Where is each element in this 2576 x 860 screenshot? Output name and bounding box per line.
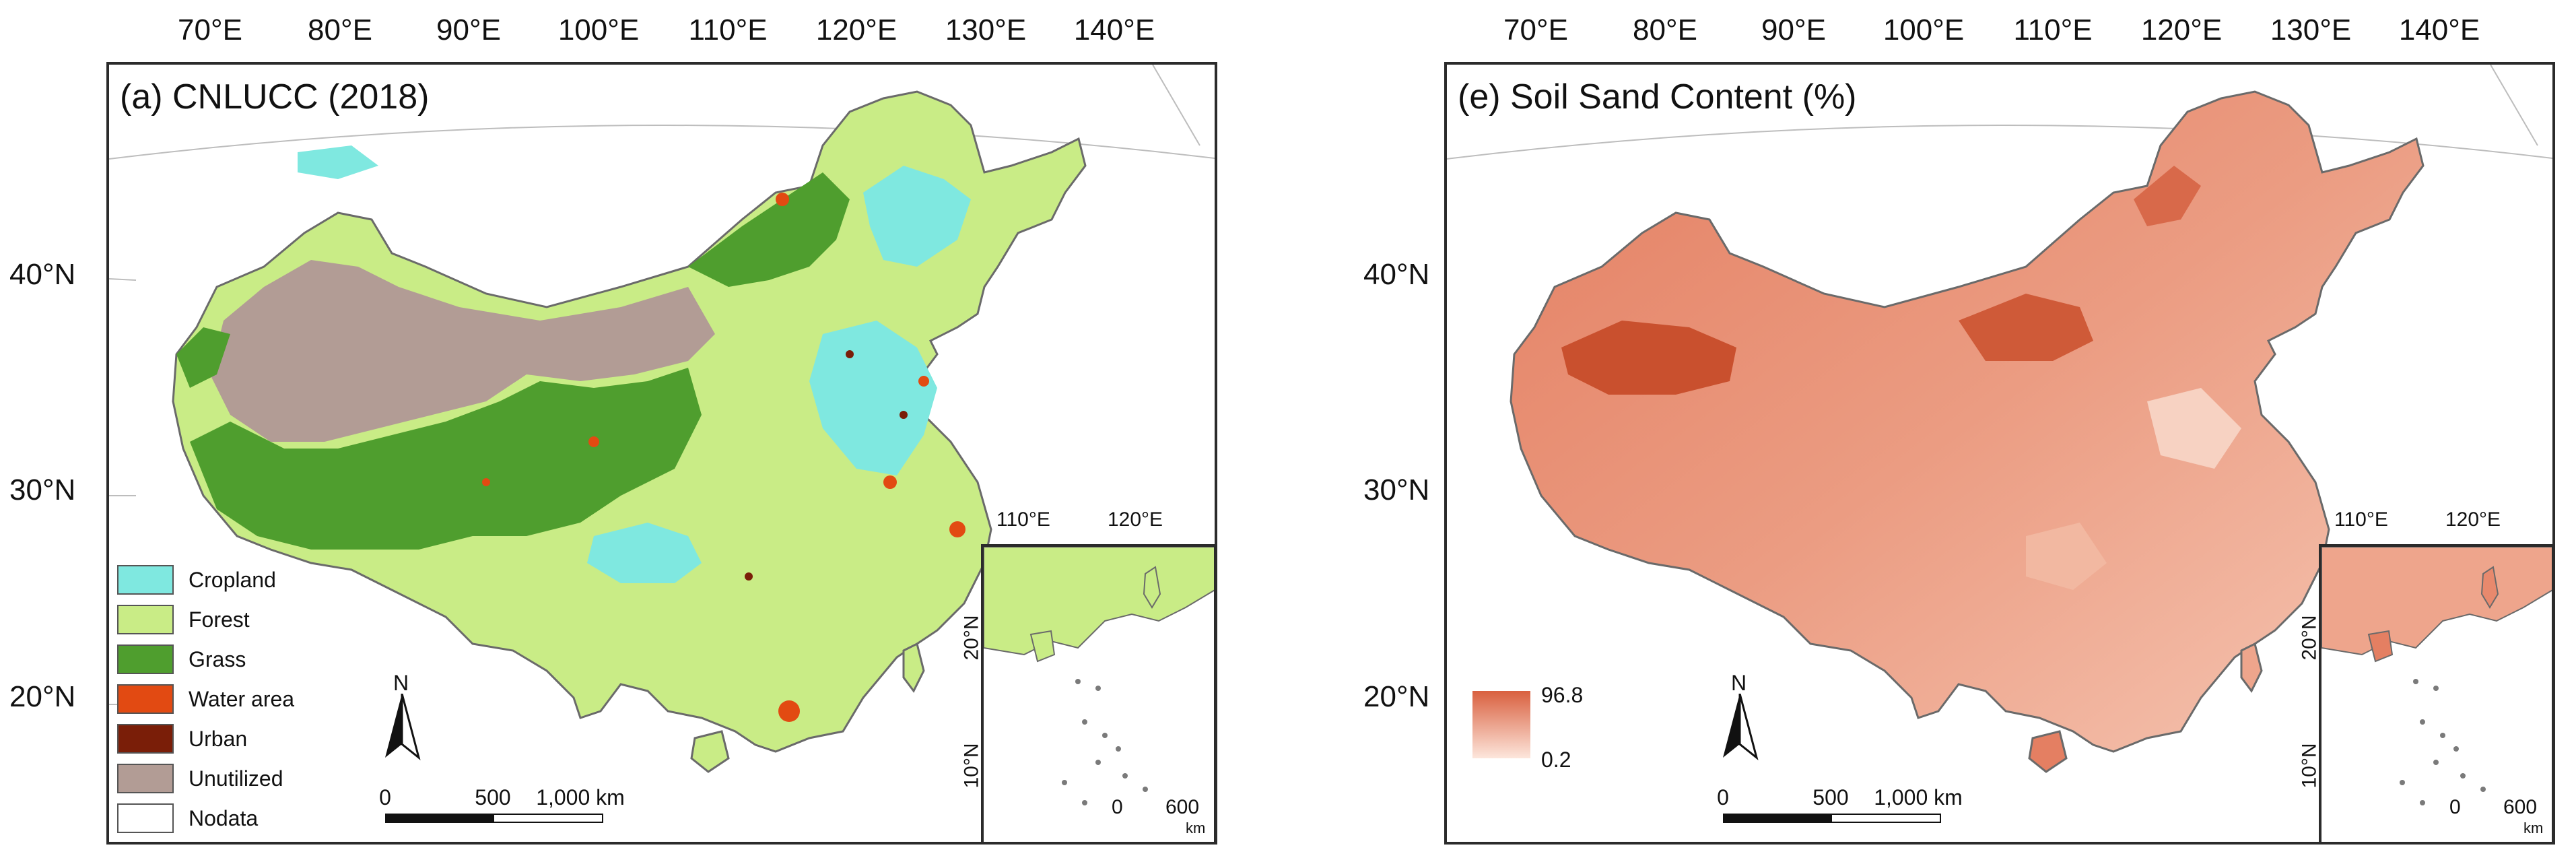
panel-land-use: 70°E 80°E 90°E 100°E 110°E 120°E 130°E 1…	[9, 13, 1217, 845]
inset-lat-tick: 20°N	[2298, 615, 2321, 661]
inset-scale-label: km	[2523, 820, 2544, 836]
legend-item: Nodata	[117, 801, 258, 835]
legend-item: Grass	[117, 642, 246, 676]
legend-label: Urban	[189, 726, 248, 751]
lat-tick: 40°N	[1363, 258, 1430, 291]
legend-label: Water area	[189, 686, 295, 711]
legend-swatch	[117, 803, 174, 833]
inset-lon-tick: 120°E	[2445, 508, 2501, 531]
inset-lon-tick: 120°E	[1108, 508, 1163, 531]
lon-tick: 130°E	[2270, 13, 2352, 46]
legend-swatch	[117, 764, 174, 793]
north-arrow: N	[1716, 671, 1763, 761]
south-china-sea-inset: 0 600 km	[981, 544, 1215, 842]
south-china-sea-inset: 0 600 km	[2319, 544, 2552, 842]
legend-label: Cropland	[189, 567, 276, 592]
inset-map	[2321, 547, 2552, 805]
china-sand-content	[1510, 90, 2425, 753]
legend-swatch	[117, 605, 174, 634]
inset-lat-tick: 20°N	[960, 615, 983, 661]
scale-segment	[385, 814, 493, 823]
colorbar-min-label: 0.2	[1541, 748, 1571, 772]
colorbar	[1472, 691, 1530, 758]
lon-tick: 120°E	[2140, 13, 2223, 46]
legend-swatch	[117, 644, 174, 674]
legend-swatch	[117, 684, 174, 714]
map-frame: (e) Soil Sand Content (%) 96.8 0.2 N 0 5…	[1444, 62, 2555, 845]
lon-tick: 90°E	[1761, 13, 1826, 46]
lon-tick: 120°E	[815, 13, 897, 46]
lon-tick: 100°E	[1883, 13, 1965, 46]
scale-label: 500	[475, 785, 511, 809]
inset-scale-label: 600	[2503, 796, 2538, 818]
map-canvas	[1447, 65, 2552, 773]
legend-swatch	[117, 565, 174, 595]
lon-tick: 130°E	[945, 13, 1027, 46]
map-title: (e) Soil Sand Content (%)	[1458, 77, 1857, 117]
lon-tick: 90°E	[436, 13, 501, 46]
inset-scale-label: 0	[1112, 796, 1123, 818]
lat-tick: 20°N	[9, 680, 76, 713]
legend-label: Unutilized	[189, 766, 283, 791]
scale-label: 1,000 km	[536, 785, 625, 809]
scale-segment	[493, 814, 603, 823]
lon-tick: 80°E	[1633, 13, 1697, 46]
lon-tick: 110°E	[688, 13, 768, 46]
inset-lat-tick: 10°N	[2298, 743, 2321, 789]
scale-label: 0	[1717, 785, 1729, 809]
scale-label: 1,000 km	[1874, 785, 1963, 809]
map-frame: (a) CNLUCC (2018) Cropland Forest Grass …	[106, 62, 1217, 845]
scale-bar: 0 500 1,000 km	[1716, 785, 1963, 832]
lon-tick: 140°E	[2398, 13, 2480, 46]
legend-item: Cropland	[117, 563, 276, 597]
panel-soil-sand: 70°E 80°E 90°E 100°E 110°E 120°E 130°E 1…	[1288, 0, 2576, 860]
lat-tick: 30°N	[1363, 473, 1430, 506]
inset-lon-tick: 110°E	[996, 508, 1050, 531]
inset-scale-label: km	[1186, 820, 1206, 836]
north-label: N	[1731, 671, 1747, 695]
legend-item: Unutilized	[117, 762, 283, 795]
lon-tick: 70°E	[178, 13, 242, 46]
scale-label: 0	[379, 785, 391, 809]
legend-item: Forest	[117, 603, 250, 636]
north-arrow-icon	[385, 694, 421, 761]
colorbar-max-label: 96.8	[1541, 683, 1584, 707]
lat-tick: 40°N	[9, 258, 76, 291]
north-arrow-icon	[1723, 694, 1759, 761]
legend-label: Grass	[189, 647, 246, 671]
scale-segment	[1723, 814, 1831, 823]
lon-tick: 70°E	[1503, 13, 1568, 46]
legend-swatch	[117, 724, 174, 754]
lon-tick: 80°E	[308, 13, 372, 46]
map-canvas	[109, 65, 1215, 773]
lon-tick: 100°E	[557, 13, 640, 46]
north-label: N	[393, 671, 409, 695]
lat-tick: 20°N	[1363, 680, 1430, 713]
inset-map	[984, 547, 1214, 805]
scale-bar: 0 500 1,000 km	[378, 785, 625, 832]
lon-tick: 140°E	[1073, 13, 1155, 46]
legend-label: Forest	[189, 607, 250, 632]
inset-lat-tick: 10°N	[960, 743, 983, 789]
legend-item: Urban	[117, 722, 247, 756]
inset-scale-label: 600	[1165, 796, 1200, 818]
map-title: (a) CNLUCC (2018)	[120, 77, 430, 117]
scale-label: 500	[1812, 785, 1849, 809]
lon-tick: 110°E	[2013, 13, 2093, 46]
lat-tick: 30°N	[9, 473, 76, 506]
inset-lon-tick: 110°E	[2334, 508, 2388, 531]
north-arrow: N	[378, 671, 426, 761]
inset-scale-label: 0	[2449, 796, 2461, 818]
legend-label: Nodata	[189, 805, 259, 830]
legend-item: Water area	[117, 682, 294, 716]
scale-segment	[1831, 814, 1941, 823]
